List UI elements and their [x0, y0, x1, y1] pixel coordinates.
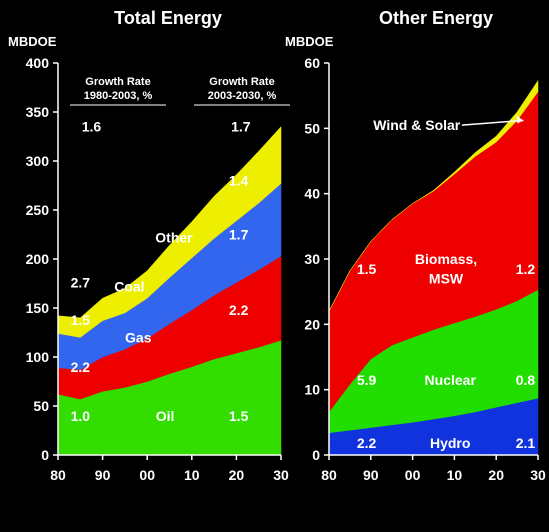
growth-rate-header-1: Growth Rate 1980-2003, %: [70, 76, 166, 106]
y-tick-label: 150: [26, 300, 50, 316]
area-annotation: 0.8: [516, 372, 536, 388]
x-tick-label: 90: [363, 467, 379, 483]
y-tick-label: 350: [26, 104, 50, 120]
area-annotation: 1.7: [229, 227, 249, 243]
header-line2: 1980-2003, %: [84, 90, 153, 102]
area-annotation: Wind & Solar: [373, 117, 461, 133]
y-tick-label: 10: [304, 382, 320, 398]
area-annotation: Gas: [125, 329, 152, 345]
header-line2: 2003-2030, %: [208, 90, 277, 102]
area-annotation: Hydro: [430, 435, 470, 451]
area-annotation: 1.2: [516, 261, 536, 277]
area-wind-solar: [328, 79, 539, 312]
area-annotation: Other: [155, 229, 193, 245]
header-line1: Growth Rate: [85, 76, 150, 88]
series-areas: [328, 79, 539, 456]
area-annotation: Nuclear: [425, 372, 477, 388]
area-annotation: 1.5: [357, 261, 377, 277]
y-tick-label: 20: [304, 316, 320, 332]
x-tick-label: 80: [321, 467, 337, 483]
y-tick-label: 200: [26, 251, 50, 267]
x-tick-label: 10: [447, 467, 463, 483]
series-areas: [57, 126, 282, 456]
area-annotation: MSW: [429, 271, 464, 287]
annotation-arrow-line: [461, 119, 524, 126]
area-annotation: 1.0: [71, 408, 91, 424]
y-tick-label: 0: [41, 447, 49, 463]
x-tick-label: 80: [50, 467, 66, 483]
area-annotation: Oil: [156, 408, 175, 424]
y-tick-label: 30: [304, 251, 320, 267]
x-tick-label: 00: [405, 467, 421, 483]
x-tick-label: 90: [95, 467, 111, 483]
chart-title: Other Energy: [379, 8, 493, 28]
area-annotation: Biomass,: [415, 251, 477, 267]
x-tick-label: 30: [530, 467, 546, 483]
chart-title: Total Energy: [114, 8, 222, 28]
area-annotation: 2.1: [516, 435, 536, 451]
y-tick-label: 50: [33, 398, 49, 414]
annotation-arrowhead: [516, 115, 524, 124]
x-tick-label: 10: [184, 467, 200, 483]
y-axis-label: MBDOE: [285, 34, 334, 49]
y-tick-label: 100: [26, 349, 50, 365]
area-annotation: 1.5: [229, 408, 249, 424]
y-tick-label: 250: [26, 202, 50, 218]
x-tick-label: 20: [488, 467, 504, 483]
area-annotation: Coal: [114, 278, 144, 294]
area-annotation: 1.5: [71, 312, 91, 328]
other-energy-chart: Other Energy MBDOE 0 10 20 30 40 50 60 80 90 00 10…: [285, 8, 546, 483]
y-tick-label: 60: [304, 55, 320, 71]
y-tick-label: 40: [304, 186, 320, 202]
header-line1: Growth Rate: [209, 76, 274, 88]
total-growth-rate: 1.7: [231, 119, 251, 135]
total-energy-chart: Total Energy MBDOE Growth Rate 1980-2003…: [8, 8, 290, 483]
total-growth-rate: 1.6: [82, 119, 102, 135]
x-tick-label: 20: [229, 467, 245, 483]
area-other: [57, 126, 282, 338]
y-tick-label: 0: [312, 447, 320, 463]
growth-rate-header-2: Growth Rate 2003-2030, %: [194, 76, 290, 106]
area-annotation: 5.9: [357, 372, 377, 388]
area-annotation: 2.2: [229, 302, 249, 318]
x-tick-label: 00: [139, 467, 155, 483]
y-tick-label: 300: [26, 153, 50, 169]
y-tick-label: 400: [26, 55, 50, 71]
area-annotation: 2.7: [71, 275, 91, 291]
y-axis-label: MBDOE: [8, 34, 57, 49]
area-annotation: 2.2: [357, 435, 377, 451]
x-tick-label: 30: [273, 467, 289, 483]
area-annotation: 1.4: [229, 173, 249, 189]
area-annotation: 2.2: [71, 359, 91, 375]
y-tick-label: 50: [304, 120, 320, 136]
